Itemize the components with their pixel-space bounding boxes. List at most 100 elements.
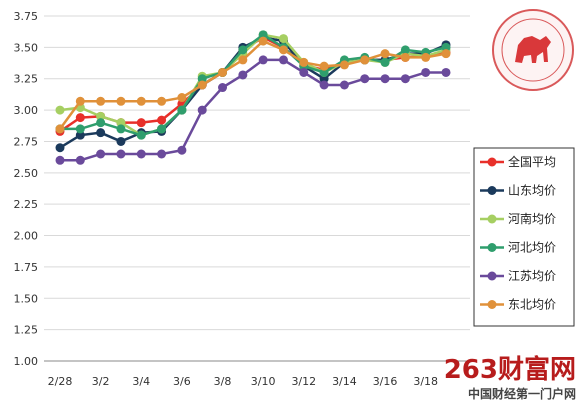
data-point bbox=[96, 96, 106, 106]
legend-item: 东北均价 bbox=[480, 298, 556, 312]
data-point bbox=[55, 105, 65, 115]
data-point bbox=[441, 42, 451, 52]
data-point bbox=[157, 149, 167, 159]
data-point bbox=[380, 74, 390, 84]
y-tick-label: 3.50 bbox=[14, 41, 39, 54]
data-point bbox=[319, 61, 329, 71]
x-tick-label: 3/10 bbox=[251, 375, 276, 388]
data-point bbox=[421, 67, 431, 77]
data-point bbox=[258, 30, 268, 40]
data-point bbox=[157, 124, 167, 134]
y-tick-label: 3.25 bbox=[14, 73, 39, 86]
data-point bbox=[441, 49, 451, 59]
y-tick-label: 1.00 bbox=[14, 355, 39, 368]
watermark-brand: 263财富网 bbox=[444, 354, 576, 385]
data-point bbox=[339, 60, 349, 70]
data-point bbox=[319, 67, 329, 77]
legend-swatch-marker bbox=[487, 186, 497, 195]
y-tick-label: 3.00 bbox=[14, 104, 39, 117]
legend-item: 河北均价 bbox=[480, 241, 556, 255]
y-tick-label: 1.50 bbox=[14, 292, 39, 305]
data-point bbox=[299, 57, 309, 67]
x-tick-label: 3/14 bbox=[332, 375, 357, 388]
y-tick-label: 2.00 bbox=[14, 230, 39, 243]
x-tick-label: 3/12 bbox=[291, 375, 316, 388]
data-point bbox=[197, 80, 207, 90]
data-point bbox=[55, 124, 65, 134]
data-point bbox=[380, 49, 390, 59]
data-point bbox=[116, 136, 126, 146]
x-tick-label: 3/18 bbox=[413, 375, 438, 388]
data-point bbox=[218, 83, 228, 93]
data-point bbox=[421, 52, 431, 62]
legend-swatch-marker bbox=[487, 157, 497, 167]
data-point bbox=[75, 124, 85, 134]
data-point bbox=[278, 55, 288, 65]
x-axis-ticks: 2/28 3/2 3/4 3/6 3/8 3/10 3/12 3/14 3/16 3/18 bbox=[48, 375, 438, 388]
data-point bbox=[116, 118, 126, 128]
data-point bbox=[55, 155, 65, 165]
data-point bbox=[177, 105, 187, 115]
data-point bbox=[55, 143, 65, 153]
legend-item: 全国平均 bbox=[480, 154, 556, 169]
legend-label: 河北均价 bbox=[508, 241, 556, 255]
legend-label: 全国平均 bbox=[508, 154, 556, 169]
data-point bbox=[96, 149, 106, 159]
data-point bbox=[319, 74, 329, 84]
data-point bbox=[116, 96, 126, 106]
series-2 bbox=[55, 30, 451, 140]
legend-swatch-marker bbox=[487, 243, 497, 252]
data-point bbox=[400, 52, 410, 62]
data-point bbox=[75, 130, 85, 140]
data-point bbox=[136, 96, 146, 106]
data-point bbox=[75, 96, 85, 106]
data-point bbox=[319, 80, 329, 90]
series-3 bbox=[55, 30, 451, 140]
data-point bbox=[96, 118, 106, 128]
legend-swatch-marker bbox=[487, 214, 497, 224]
watermark-subtext: 中国财经第一门户网 bbox=[468, 386, 576, 401]
data-point bbox=[157, 96, 167, 106]
data-point bbox=[96, 128, 106, 138]
legend-swatch-marker bbox=[487, 300, 497, 309]
x-tick-label: 3/4 bbox=[132, 375, 150, 388]
data-point bbox=[197, 105, 207, 115]
legend-item: 河南均价 bbox=[480, 211, 556, 226]
data-point bbox=[116, 124, 126, 134]
data-point bbox=[299, 67, 309, 77]
legend-label: 河南均价 bbox=[508, 211, 556, 226]
y-tick-label: 2.75 bbox=[14, 135, 39, 148]
data-point bbox=[400, 74, 410, 84]
x-tick-label: 3/2 bbox=[92, 375, 110, 388]
data-point bbox=[177, 145, 187, 155]
data-point bbox=[360, 55, 370, 65]
data-point bbox=[75, 113, 85, 123]
data-point bbox=[360, 74, 370, 84]
data-point bbox=[116, 149, 126, 159]
data-point bbox=[197, 74, 207, 84]
grid-lines bbox=[44, 15, 470, 331]
data-point bbox=[258, 55, 268, 65]
legend-item: 山东均价 bbox=[480, 184, 556, 198]
data-point bbox=[96, 111, 106, 121]
data-point bbox=[238, 55, 248, 65]
legend-label: 江苏均价 bbox=[508, 269, 556, 283]
data-point bbox=[218, 67, 228, 77]
x-tick-label: 2/28 bbox=[48, 375, 73, 388]
data-point bbox=[136, 118, 146, 128]
legend-label: 东北均价 bbox=[508, 298, 556, 312]
y-tick-label: 2.25 bbox=[14, 198, 39, 211]
series-group bbox=[55, 30, 451, 165]
series-4 bbox=[55, 55, 451, 165]
y-tick-label: 1.25 bbox=[14, 324, 39, 337]
data-point bbox=[258, 36, 268, 46]
data-point bbox=[339, 80, 349, 90]
horse-icon bbox=[515, 36, 551, 63]
legend-item: 江苏均价 bbox=[480, 269, 556, 283]
x-tick-label: 3/6 bbox=[173, 375, 191, 388]
series-5 bbox=[55, 36, 451, 134]
watermark: 263财富网 中国财经第一门户网 bbox=[444, 354, 576, 401]
data-point bbox=[380, 57, 390, 67]
